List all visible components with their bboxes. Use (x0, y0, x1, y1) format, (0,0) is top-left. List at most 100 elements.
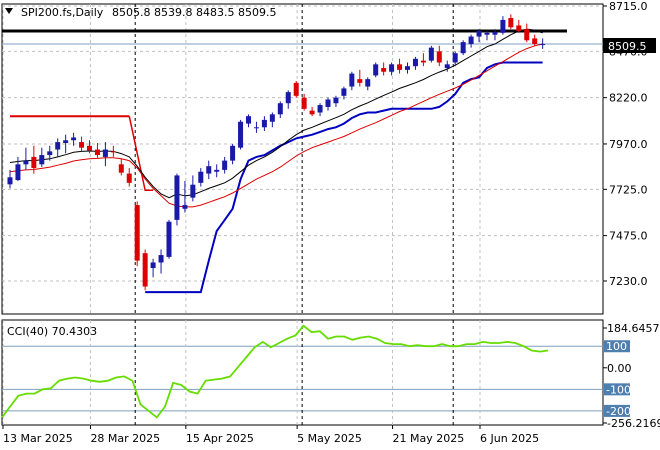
candle-body (158, 255, 164, 263)
candle-body (373, 64, 379, 76)
time-tick-label: 5 May 2025 (297, 432, 362, 445)
cci-tick-label: 184.6457 (607, 322, 660, 335)
candle-body (357, 79, 363, 83)
candle-body (500, 19, 506, 33)
candle-body (484, 32, 490, 35)
price-tick-label: 7230.0 (609, 275, 648, 288)
ohlc-readout: 8505.8 8539.8 8483.5 8509.5 (112, 6, 276, 19)
cci-tick-label: -100 (606, 383, 631, 396)
candle-body (118, 164, 124, 173)
candle-body (238, 121, 244, 148)
cci-indicator-label: CCI(40) 70.4303 (7, 325, 97, 338)
candle-body (333, 97, 339, 104)
cci-layer (1, 324, 549, 419)
cci-level-box (604, 383, 630, 396)
candle-body (246, 116, 251, 124)
candle-body (126, 173, 132, 183)
candle-body (182, 205, 188, 209)
candle-body (94, 149, 100, 156)
candle-body (325, 99, 331, 107)
price-period-separators (2, 4, 481, 314)
candle-body (381, 68, 387, 72)
candle-body (460, 42, 466, 54)
candle-body (428, 47, 434, 61)
candle-body (63, 140, 69, 144)
candle-body (492, 31, 498, 35)
candle-body (222, 160, 228, 170)
candle-body (47, 151, 53, 156)
candle-body (39, 155, 45, 165)
collapse-triangle-icon[interactable] (5, 8, 13, 14)
candle-body (532, 38, 538, 44)
candle-body (230, 145, 236, 161)
candle-body (301, 97, 307, 109)
trailing-stop-layer (10, 61, 543, 294)
time-tick-label: 6 Jun 2025 (480, 432, 539, 445)
candle-body (71, 137, 77, 141)
candle-body (87, 145, 92, 151)
candle-body (253, 127, 259, 129)
candle-body (102, 149, 108, 157)
candle-body (7, 177, 13, 185)
ema-slow-line (9, 43, 543, 208)
price-tick-label: 7725.0 (609, 183, 648, 196)
current-price-label: 8509.5 (608, 40, 647, 53)
time-tick-label: 13 Mar 2025 (3, 432, 73, 445)
cci-level-box (604, 340, 630, 353)
cci-tick-label: -200 (606, 405, 631, 418)
candle-body (166, 221, 172, 257)
candle-body (341, 88, 347, 96)
candle-body (261, 119, 267, 128)
candles-layer (7, 14, 546, 291)
candle-body (206, 166, 212, 174)
candle-body (389, 64, 395, 72)
candle-body (405, 66, 410, 70)
candle-body (79, 142, 85, 148)
candle-body (476, 30, 482, 37)
candle-body (15, 164, 21, 181)
cci-panel (1, 319, 604, 426)
trailing-stop-line (145, 61, 543, 294)
time-axis: 13 Mar 2025 28 Mar 2025 15 Apr 2025 5 May 2… (2, 425, 539, 445)
cci-tick-label: 100 (606, 340, 627, 353)
cci-tick-label: -256.2169 (607, 417, 660, 430)
candle-body (142, 253, 148, 287)
price-tick-label: 7475.0 (609, 230, 648, 243)
time-tick-label: 28 Mar 2025 (90, 432, 160, 445)
symbol-label: SPI200.fs,Daily (21, 6, 104, 19)
current-price-box (603, 38, 656, 53)
cci-level-box (604, 404, 630, 417)
candle-body (508, 18, 514, 28)
time-tick-label: 15 Apr 2025 (186, 432, 254, 445)
candle-body (23, 160, 29, 165)
candle-body (31, 156, 37, 169)
candle-body (190, 184, 196, 198)
candle-body (516, 25, 522, 31)
candle-body (110, 151, 116, 153)
candle-body (285, 92, 291, 104)
candle-body (55, 142, 61, 150)
candle-body (150, 262, 156, 269)
trailing-stop-flip (128, 116, 154, 191)
candle-body (365, 79, 371, 87)
cci-axis: 184.6457 100 0.00 -100 -200-256.2169 (603, 322, 660, 430)
candle-body (214, 169, 220, 172)
candle-body (309, 110, 315, 115)
candle-body (349, 73, 355, 87)
candle-body (397, 64, 403, 70)
candle-body (468, 36, 474, 44)
candle-body (524, 29, 530, 41)
candle-body (269, 114, 275, 122)
price-tick-label: 7970.0 (609, 138, 648, 151)
candle-body (134, 205, 140, 261)
cci-line (1, 324, 549, 419)
candle-body (540, 44, 546, 46)
candle-body (293, 82, 299, 96)
price-tick-label: 8220.0 (609, 92, 648, 105)
candle-body (317, 105, 323, 113)
candle-body (452, 53, 458, 63)
candle-body (444, 64, 450, 69)
cci-tick-label: 0.00 (607, 362, 632, 375)
time-tick-label: 21 May 2025 (393, 432, 465, 445)
